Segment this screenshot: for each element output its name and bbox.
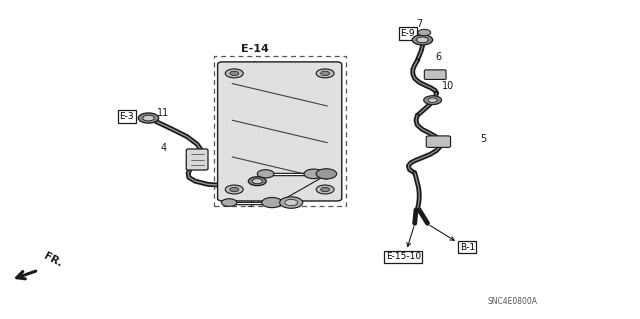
Circle shape bbox=[225, 69, 243, 78]
Text: 2: 2 bbox=[262, 162, 269, 173]
FancyBboxPatch shape bbox=[424, 70, 446, 79]
Text: E-14: E-14 bbox=[241, 44, 269, 55]
Text: SNC4E0800A: SNC4E0800A bbox=[487, 297, 537, 306]
Circle shape bbox=[417, 37, 428, 43]
Circle shape bbox=[321, 187, 330, 192]
Bar bbox=[214, 56, 346, 206]
FancyBboxPatch shape bbox=[186, 149, 208, 170]
Circle shape bbox=[230, 187, 239, 192]
FancyBboxPatch shape bbox=[218, 62, 342, 201]
Circle shape bbox=[424, 96, 442, 105]
Text: 10: 10 bbox=[442, 81, 454, 91]
Circle shape bbox=[252, 179, 262, 184]
Circle shape bbox=[230, 71, 239, 76]
Text: 5: 5 bbox=[480, 134, 486, 144]
Circle shape bbox=[428, 98, 437, 102]
Text: 9: 9 bbox=[224, 172, 230, 182]
Text: 1: 1 bbox=[278, 186, 285, 197]
FancyBboxPatch shape bbox=[426, 136, 451, 147]
Circle shape bbox=[138, 113, 159, 123]
Circle shape bbox=[304, 169, 323, 179]
Text: E-9: E-9 bbox=[401, 29, 415, 38]
Text: 4: 4 bbox=[160, 143, 166, 153]
Circle shape bbox=[321, 71, 330, 76]
Circle shape bbox=[248, 177, 266, 186]
Text: FR.: FR. bbox=[42, 251, 63, 269]
Circle shape bbox=[285, 199, 298, 206]
Circle shape bbox=[316, 169, 337, 179]
Text: B-1: B-1 bbox=[460, 243, 475, 252]
Text: 7: 7 bbox=[416, 19, 422, 29]
Circle shape bbox=[257, 170, 274, 178]
Circle shape bbox=[221, 199, 237, 206]
Circle shape bbox=[412, 35, 433, 45]
Text: 3: 3 bbox=[246, 199, 253, 209]
Text: E-15-10: E-15-10 bbox=[386, 252, 420, 261]
Circle shape bbox=[280, 197, 303, 208]
Circle shape bbox=[418, 29, 431, 36]
Text: E-3: E-3 bbox=[120, 112, 134, 121]
Circle shape bbox=[225, 185, 243, 194]
Text: 8: 8 bbox=[288, 154, 294, 165]
Circle shape bbox=[316, 69, 334, 78]
Text: 11: 11 bbox=[157, 108, 170, 118]
Circle shape bbox=[262, 197, 282, 208]
Text: 6: 6 bbox=[435, 52, 442, 63]
Circle shape bbox=[316, 185, 334, 194]
Circle shape bbox=[143, 115, 154, 121]
